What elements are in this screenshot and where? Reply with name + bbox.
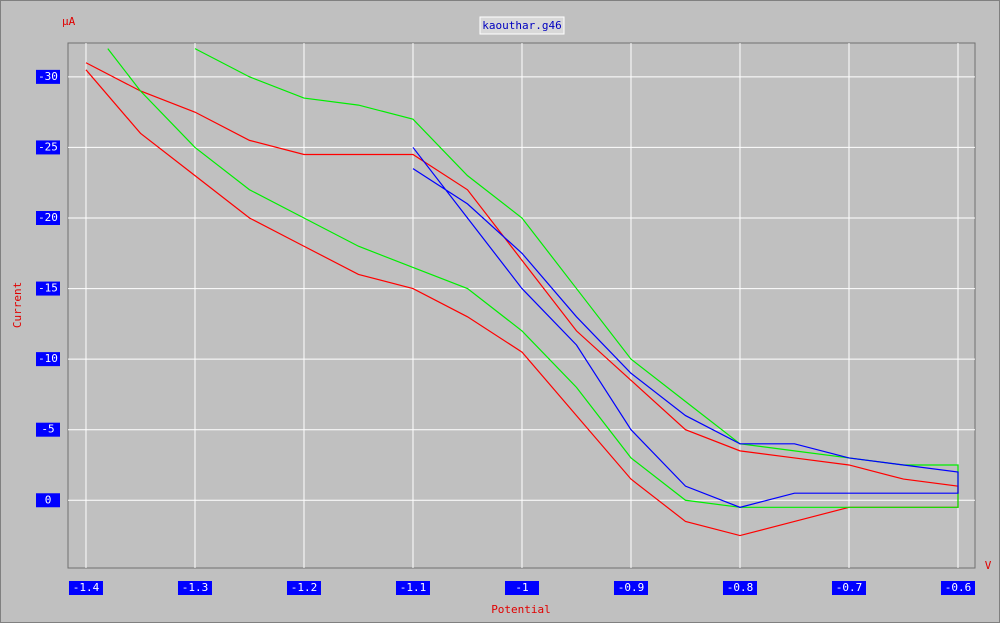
tick-label: -5	[41, 423, 54, 436]
data-line	[107, 48, 959, 508]
y-axis-label: Current	[11, 282, 24, 328]
tick-label: -25	[38, 140, 58, 153]
tick-label: 0	[45, 493, 52, 506]
tick-label: -1.3	[182, 581, 209, 594]
tick-label-bg	[36, 211, 60, 225]
tick-label-bg	[36, 352, 60, 367]
tick-label: -10	[38, 352, 58, 365]
tick-label-bg	[831, 581, 866, 595]
tick-label: -1.1	[400, 581, 427, 594]
x-unit: V	[985, 559, 992, 572]
tick-label-bg	[36, 140, 60, 155]
tick-label-bg	[36, 422, 60, 437]
tick-label: -0.7	[836, 581, 863, 594]
tick-label-bg	[940, 581, 975, 595]
tick-label-bg	[36, 69, 60, 84]
data-line	[412, 147, 959, 508]
tick-label: -1.2	[291, 581, 318, 594]
tick-label-bg	[286, 581, 321, 595]
tick-label-bg	[68, 581, 103, 595]
tick-label-bg	[36, 281, 60, 296]
tick-label: -1.4	[73, 581, 100, 594]
tick-label-bg	[613, 581, 648, 595]
tick-label: -15	[38, 282, 58, 295]
tick-label-bg	[722, 581, 757, 595]
tick-label: -1	[515, 581, 528, 594]
tick-label: -0.6	[945, 581, 972, 594]
title-box	[479, 16, 565, 35]
chart-title: kaouthar.g46	[482, 19, 561, 32]
y-unit: µA	[62, 15, 76, 28]
tick-label: -0.9	[618, 581, 645, 594]
tick-label: -30	[38, 70, 58, 83]
tick-label-bg	[36, 493, 60, 508]
tick-label-bg	[395, 581, 430, 595]
tick-label-bg	[504, 581, 539, 595]
tick-label: -20	[38, 211, 58, 224]
tick-label: -0.8	[727, 581, 754, 594]
tick-label-bg	[177, 581, 212, 595]
x-axis-label: Potential	[491, 603, 551, 616]
